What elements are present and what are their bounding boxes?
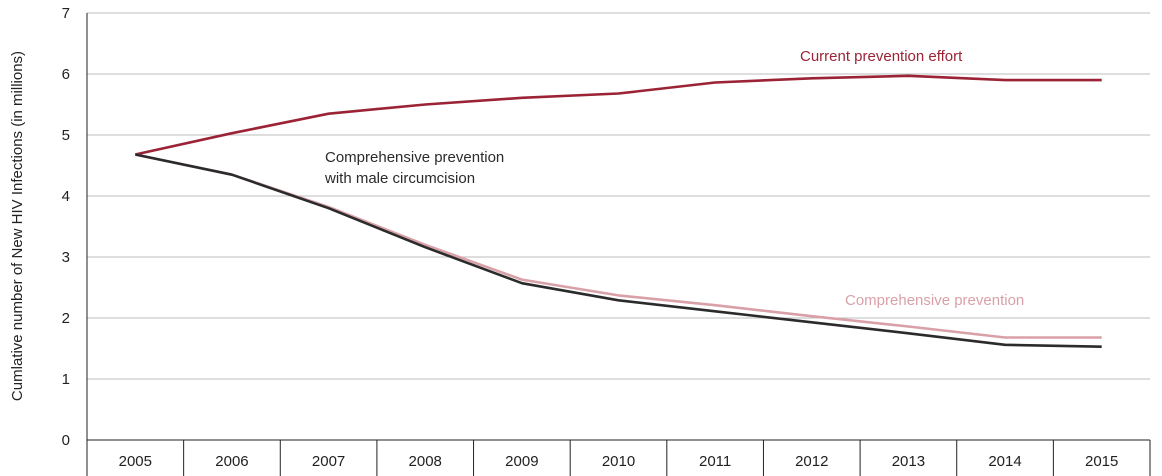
y-tick-label: 1 — [62, 371, 70, 388]
grid-lines — [86, 12, 1150, 440]
y-tick-label: 0 — [62, 432, 70, 449]
x-tick-label: 2014 — [988, 453, 1021, 470]
x-tick-label: 2006 — [215, 453, 248, 470]
series-annotation: Comprehensive prevention — [845, 292, 1024, 309]
y-tick-label: 4 — [62, 188, 70, 205]
y-axis-ticks: 0 1 2 3 4 5 6 7 — [62, 5, 70, 449]
x-tick-label: 2013 — [892, 453, 925, 470]
y-tick-label: 5 — [62, 127, 70, 144]
series-annotation: Current prevention effort — [800, 48, 963, 65]
x-tick-label: 2011 — [699, 453, 731, 470]
series-lines — [135, 74, 1102, 348]
x-axis-category-table: 2005 2006 2007 2008 2009 2010 2011 2012 2013 2014… — [86, 439, 1151, 476]
y-tick-label: 2 — [62, 310, 70, 327]
x-tick-label: 2015 — [1085, 453, 1118, 470]
y-tick-label: 6 — [62, 66, 70, 83]
x-tick-label: 2010 — [602, 453, 635, 470]
series-line-0 — [135, 74, 1102, 156]
series-line-1 — [135, 153, 1102, 339]
series-annotation: Comprehensive prevention — [325, 149, 504, 166]
x-tick-label: 2012 — [795, 453, 828, 470]
y-axis-label: Cumlative number of New HIV Infections (… — [9, 51, 26, 401]
y-tick-label: 3 — [62, 249, 70, 266]
x-tick-label: 2009 — [505, 453, 538, 470]
series-annotations: Current prevention effort Comprehensive p… — [324, 48, 1024, 309]
x-tick-label: 2007 — [312, 453, 345, 470]
y-tick-label: 7 — [62, 5, 70, 22]
x-tick-label: 2008 — [409, 453, 442, 470]
series-line-2 — [135, 153, 1102, 348]
x-tick-label: 2005 — [119, 453, 152, 470]
series-annotation: with male circumcision — [324, 170, 475, 187]
